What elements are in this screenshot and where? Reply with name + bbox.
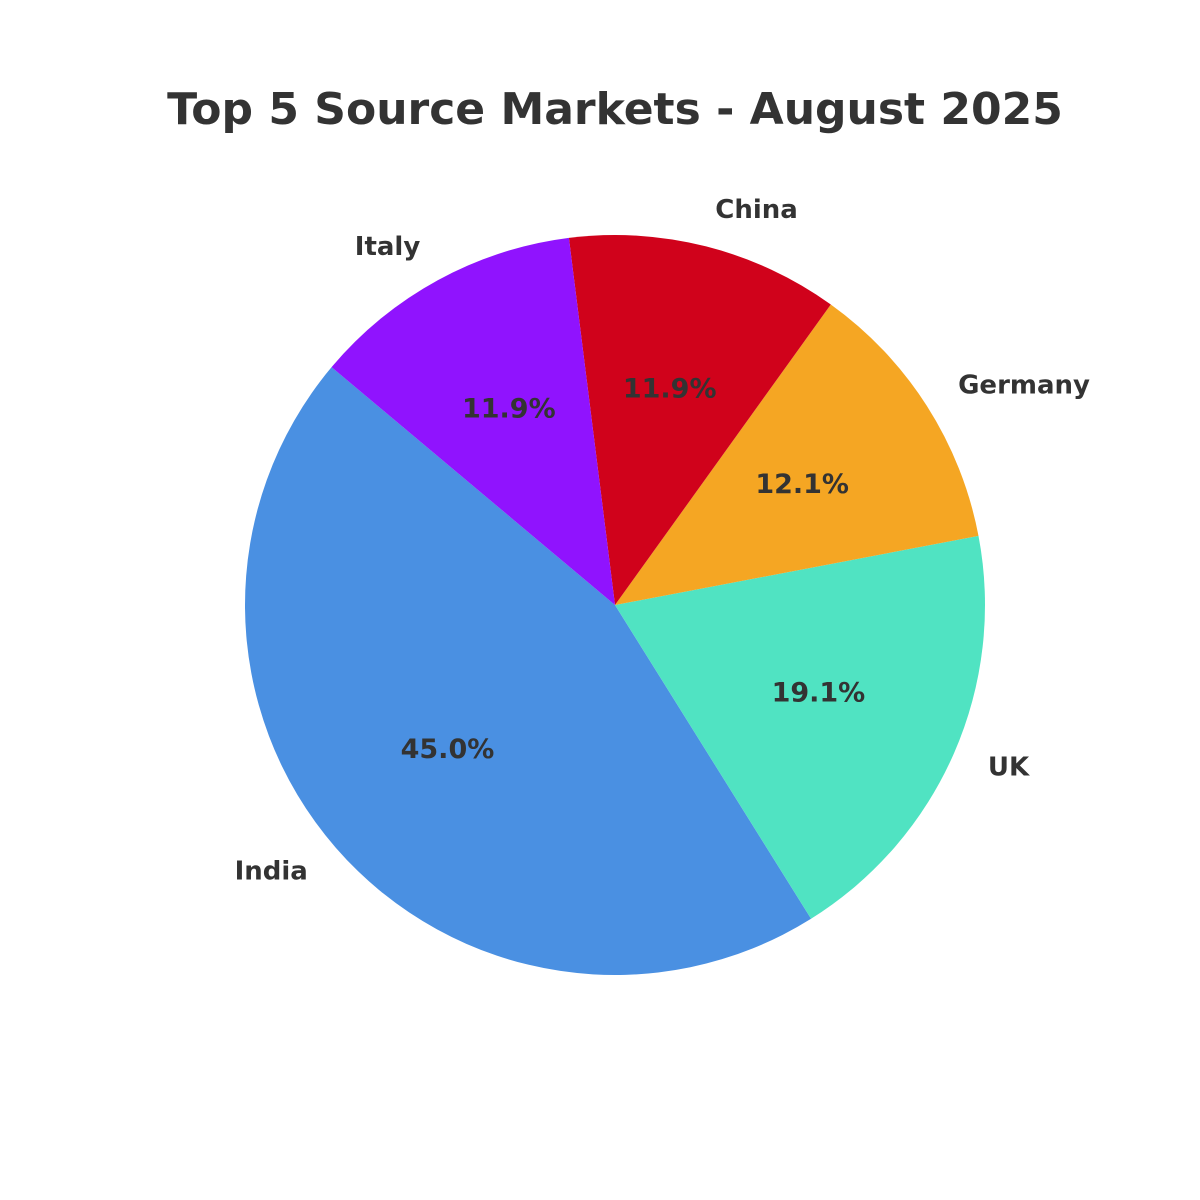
pie-slice xyxy=(245,367,812,975)
percent-label: 19.1% xyxy=(772,677,866,708)
slice-label: Germany xyxy=(958,371,1090,401)
percent-label: 11.9% xyxy=(462,394,556,425)
chart-title: Top 5 Source Markets - August 2025 xyxy=(167,84,1063,135)
percent-label: 45.0% xyxy=(401,734,495,765)
pie-slice xyxy=(615,535,985,919)
slice-label: UK xyxy=(988,753,1030,783)
pie-slice xyxy=(568,234,831,605)
slice-label: Italy xyxy=(355,232,421,262)
slice-label: India xyxy=(235,857,308,887)
percent-label: 11.9% xyxy=(623,373,717,404)
slice-label: China xyxy=(715,195,798,225)
pie-slice xyxy=(615,304,979,605)
percent-label: 12.1% xyxy=(755,469,849,500)
pie-slice xyxy=(331,237,615,606)
